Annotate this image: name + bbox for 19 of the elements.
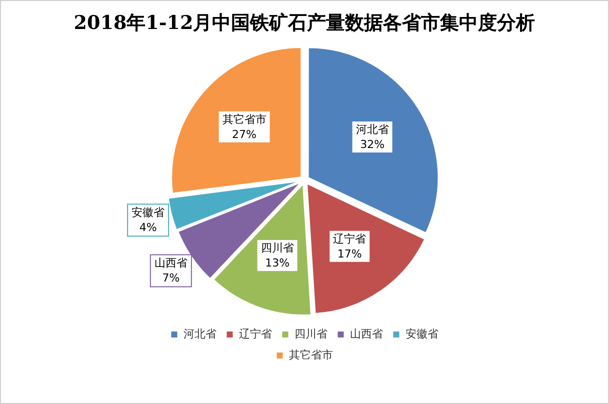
data-label: 17% (337, 247, 362, 260)
slice-label: 山西省 (154, 256, 188, 270)
legend-label: 其它省市 (288, 348, 333, 362)
slice-label: 辽宁省 (333, 232, 366, 246)
legend-label: 山西省 (350, 327, 383, 340)
legend-label: 安徽省 (405, 327, 438, 340)
data-label: 27% (232, 128, 256, 141)
legend-label: 河北省 (183, 327, 216, 340)
data-label: 7% (162, 272, 180, 285)
slice-label: 安徽省 (132, 206, 165, 220)
legend-label: 四川省 (294, 327, 328, 340)
data-label: 32% (360, 138, 385, 151)
slice-label: 河北省 (356, 122, 389, 136)
slice-label: 四川省 (260, 241, 294, 254)
data-label: 4% (139, 221, 157, 234)
chart-title: 2018年1-12月中国铁矿石产量数据各省市集中度分析 (72, 11, 536, 36)
slice-label: 其它省市 (222, 112, 266, 126)
legend-label: 辽宁省 (238, 327, 272, 340)
data-label: 13% (265, 256, 290, 270)
